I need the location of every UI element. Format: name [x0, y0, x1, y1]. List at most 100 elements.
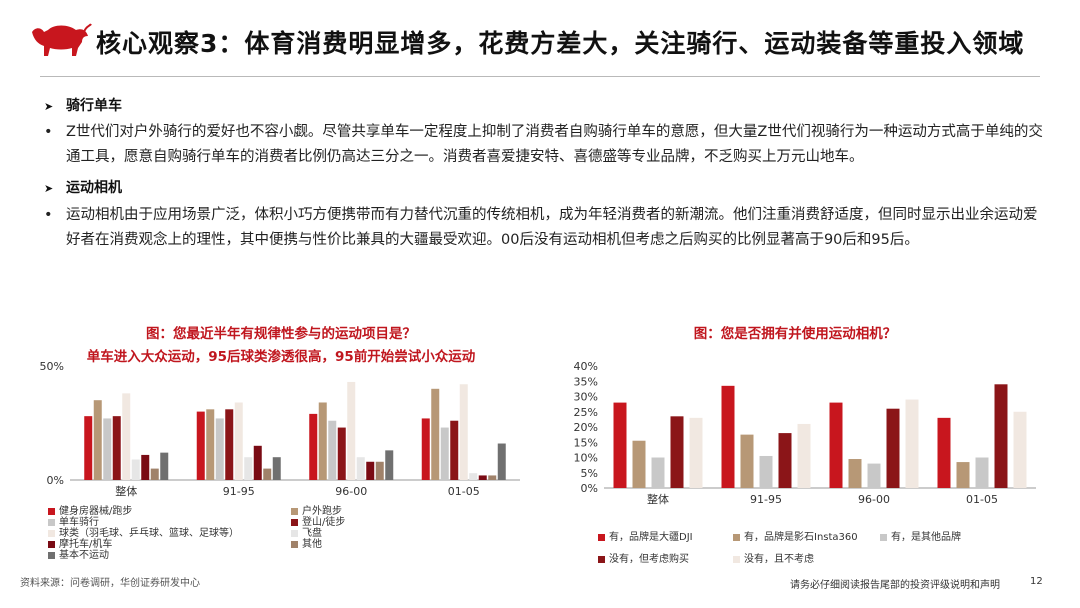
bull-logo-icon	[32, 23, 92, 56]
bar	[886, 408, 900, 488]
legend-item: 单车骑行	[48, 513, 99, 528]
bar	[234, 402, 243, 480]
bar	[431, 388, 440, 480]
chart1-subtitle: 单车进入大众运动，95后球类渗透很高，95前开始尝试小众运动	[86, 349, 476, 365]
x-category-label: 整体	[647, 492, 669, 506]
bar	[975, 457, 989, 488]
x-category-label: 96-00	[335, 485, 367, 498]
arrow-bullet-icon: ➤	[44, 100, 54, 113]
bar	[905, 399, 919, 488]
bar	[263, 468, 272, 480]
bar	[385, 450, 394, 480]
legend-item: 没有，且不考虑	[733, 550, 814, 565]
y-tick-label: 35%	[574, 375, 598, 388]
section-heading-label: 骑行单车	[66, 98, 122, 114]
y-tick-label: 5%	[581, 467, 598, 480]
bar	[867, 463, 881, 488]
bar	[759, 455, 773, 488]
page-title: 核心观察3：体育消费明显增多，花费方差大，关注骑行、运动装备等重投入领域	[96, 29, 1025, 58]
legend-label: 没有，且不考虑	[744, 554, 814, 565]
legend-item: 基本不运动	[48, 546, 109, 561]
legend-item: 健身房器械/跑步	[48, 502, 132, 517]
bar	[150, 468, 159, 480]
bullet-dot: •	[44, 207, 53, 223]
x-category-label: 01-05	[448, 485, 480, 498]
legend-swatch	[291, 540, 298, 548]
chart1-title: 图：您最近半年有规律性参与的运动项目是？	[146, 326, 416, 342]
bar	[337, 427, 346, 480]
chart2-legend: 有，品牌是大疆DJI 有，品牌是影石Insta360 有，是其他品牌没有，但考虑购买…	[598, 528, 1038, 568]
bar	[469, 473, 478, 480]
x-category-label: 91-95	[223, 485, 255, 498]
bar	[112, 416, 121, 480]
source-note: 资料来源：问卷调研，华创证券研发中心	[20, 578, 200, 589]
legend-swatch	[598, 533, 605, 541]
legend-label: 有，品牌是影石Insta360	[744, 532, 858, 543]
legend-item: 飞盘	[291, 524, 322, 539]
legend-label: 登山/徒步	[302, 517, 346, 528]
legend-swatch	[291, 518, 298, 526]
bar	[740, 434, 754, 488]
bar	[829, 402, 843, 488]
bar	[253, 445, 262, 480]
legend-swatch	[291, 529, 298, 537]
legend-swatch	[291, 507, 298, 515]
bar	[450, 420, 459, 480]
legend-label: 有，品牌是大疆DJI	[609, 532, 693, 543]
legend-swatch	[880, 533, 887, 541]
bar	[721, 385, 735, 488]
bar	[632, 440, 646, 488]
x-category-label: 01-05	[966, 493, 998, 506]
disclaimer: 请务必仔细阅读报告尾部的投资评级说明和声明	[790, 580, 1000, 591]
section-heading-label: 运动相机	[66, 180, 122, 196]
legend-label: 有，是其他品牌	[891, 532, 961, 543]
legend-label: 基本不运动	[59, 550, 109, 561]
bar	[206, 409, 215, 480]
paragraph-text: 运动相机由于应用场景广泛，体积小巧方便携带而有力替代沉重的传统相机，成为年轻消费…	[66, 207, 1038, 248]
page-number: 12	[1030, 576, 1043, 587]
section-heading-action-camera: ➤ 运动相机	[44, 177, 122, 197]
bar	[421, 418, 430, 480]
bullet-dot: •	[44, 124, 53, 140]
bar	[93, 400, 102, 480]
bar	[356, 457, 365, 480]
legend-swatch	[48, 507, 55, 515]
bar	[122, 393, 131, 480]
legend-swatch	[733, 533, 740, 541]
bar	[309, 413, 318, 480]
action-camera-chart: 0% 5% 10% 15% 20% 25% 30% 35% 40% 整体 91-95 96-00 01-…	[574, 360, 1036, 506]
y-tick-label: 0%	[47, 474, 64, 487]
title-divider	[40, 76, 1040, 77]
bar	[131, 459, 140, 480]
legend-item: 有，是其他品牌	[880, 528, 961, 543]
bar	[440, 427, 449, 480]
bar	[956, 462, 970, 488]
legend-item: 户外跑步	[291, 502, 342, 517]
legend-item: 球类（羽毛球、乒乓球、篮球、足球等）	[48, 524, 239, 539]
legend-item: 没有，但考虑购买	[598, 550, 689, 565]
legend-label: 其他	[302, 539, 322, 550]
paragraph-action-camera: • 运动相机由于应用场景广泛，体积小巧方便携带而有力替代沉重的传统相机，成为年轻…	[44, 203, 1044, 253]
bar	[225, 409, 234, 480]
legend-swatch	[48, 540, 55, 548]
bar	[84, 416, 93, 480]
legend-label: 健身房器械/跑步	[59, 506, 133, 517]
legend-swatch	[598, 555, 605, 563]
legend-item: 摩托车/机车	[48, 535, 112, 550]
legend-swatch	[733, 555, 740, 563]
bar	[778, 433, 792, 488]
bar	[347, 381, 356, 480]
chart1-legend: 健身房器械/跑步 户外跑步单车骑行 登山/徒步球类（羽毛球、乒乓球、篮球、足球等） 飞…	[48, 502, 448, 572]
bar	[689, 417, 703, 488]
bar	[651, 457, 665, 488]
bar	[215, 418, 224, 480]
legend-label: 飞盘	[302, 528, 322, 539]
bar	[848, 459, 862, 488]
legend-swatch	[48, 529, 55, 537]
paragraph-text: Z世代们对户外骑行的爱好也不容小觑。尽管共享单车一定程度上抑制了消费者自购骑行单…	[66, 124, 1043, 165]
y-tick-label: 15%	[574, 436, 598, 449]
legend-label: 没有，但考虑购买	[609, 554, 689, 565]
x-category-label: 96-00	[858, 493, 890, 506]
legend-label: 单车骑行	[59, 517, 99, 528]
bar	[328, 420, 337, 480]
